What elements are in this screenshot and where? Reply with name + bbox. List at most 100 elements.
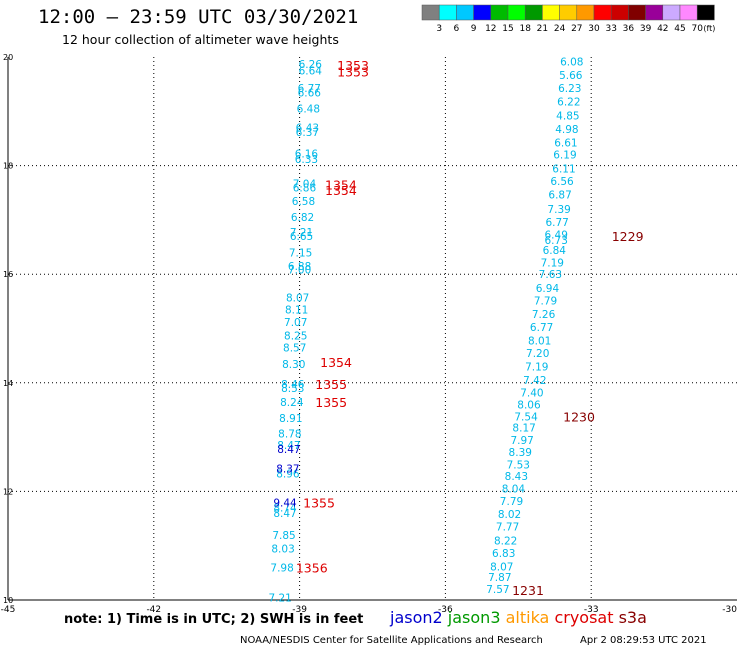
footer-note: note: 1) Time is in UTC; 2) SWH is in fe…: [64, 612, 364, 627]
mission-cryosat: cryosat: [554, 608, 614, 627]
data-point-label: 8.39: [509, 447, 532, 459]
data-point-label: 6.83: [492, 548, 515, 560]
colorbar-swatch: [576, 4, 595, 21]
pass-number-label: 1229: [612, 229, 644, 244]
annotations: 1353135313541354135413551355135513561229…: [296, 58, 644, 598]
data-point-label: 6.08: [560, 56, 583, 68]
data-point-label: 6.82: [291, 212, 314, 224]
y-tick-label: 18: [3, 162, 13, 171]
colorbar-swatch: [507, 4, 526, 21]
data-point-label: 4.85: [556, 111, 579, 123]
data-point-label: 6.86: [293, 182, 317, 194]
data-point-label: 8.06: [517, 400, 541, 412]
pass-number-label: 1354: [320, 355, 352, 370]
data-point-label: 8.47: [277, 444, 300, 456]
colorbar-label: 45: [674, 24, 685, 34]
axis-ticks: -45 -42 -39 -36 -33 -30 10 12 14 16 18 20: [1, 53, 738, 615]
data-point-label: 7.20: [526, 348, 549, 360]
data-point-label: 7.21: [290, 227, 313, 239]
colorbar-swatch: [628, 4, 646, 21]
mission-altika: altika: [505, 608, 550, 627]
data-points: 6.266.646.776.666.486.436.376.166.337.04…: [268, 56, 583, 604]
data-point-label: 6.16: [295, 149, 319, 161]
pass-number-label: 1353: [337, 65, 369, 80]
pass-number-label: 1354: [325, 178, 357, 193]
x-tick-label: -33: [584, 605, 599, 615]
data-point-label: 6.84: [543, 245, 567, 257]
data-point-label: 4.98: [555, 124, 578, 136]
data-point-label: 8.43: [505, 471, 528, 483]
data-point-label: 7.79: [500, 496, 523, 508]
colorbar-label: 3: [436, 24, 442, 34]
data-point-label: 7.85: [272, 530, 295, 542]
colorbar-label: 39: [640, 24, 652, 34]
data-point-label: 8.07: [286, 293, 309, 305]
data-point-label: 7.42: [523, 375, 546, 387]
data-point-label: 6.48: [297, 104, 320, 116]
data-point-label: 6.65: [290, 231, 313, 243]
y-tick-label: 16: [3, 270, 13, 279]
page-title: 12:00 – 23:59 UTC 03/30/2021: [38, 6, 359, 28]
data-point-label: 7.63: [539, 269, 562, 281]
data-point-label: 6.77: [530, 322, 553, 334]
colorbar-label: 36: [623, 24, 635, 34]
data-point-label: 7.19: [541, 257, 564, 269]
data-point-label: 7.19: [525, 362, 548, 374]
mission-legend: jason2 jason3 altika cryosat s3a: [390, 608, 647, 627]
footer-credit: NOAA/NESDIS Center for Satellite Applica…: [240, 635, 543, 646]
data-point-label: 8.02: [498, 509, 521, 521]
mission-s3a: s3a: [618, 608, 647, 627]
colorbar-label: 24: [554, 24, 566, 34]
x-tick-label: -45: [1, 605, 16, 615]
pass-number-label: 1355: [303, 495, 335, 510]
colorbar-swatch: [696, 4, 715, 21]
data-point-label: 6.26: [299, 59, 323, 71]
data-point-label: 8.47: [277, 440, 300, 452]
data-point-label: 6.77: [545, 217, 568, 229]
data-point-label: 6.66: [298, 87, 322, 99]
data-point-label: 6.37: [296, 127, 319, 139]
pass-number-label: 1354: [325, 183, 357, 198]
data-point-label: 6.33: [295, 154, 318, 166]
y-tick-label: 20: [3, 53, 13, 62]
mission-jason2: jason2: [390, 608, 443, 627]
footer-timestamp: Apr 2 08:29:53 UTC 2021: [580, 635, 707, 646]
colorbar-unit: (ft): [703, 24, 715, 33]
plot-frame: [7, 57, 737, 601]
colorbar-label: 21: [537, 24, 548, 34]
y-tick-label: 12: [3, 487, 13, 496]
data-point-label: 6.49: [545, 230, 568, 242]
data-point-label: 8.53: [281, 383, 304, 395]
data-point-label: 8.30: [282, 359, 305, 371]
pass-number-label: 1355: [315, 395, 347, 410]
data-point-label: 7.79: [534, 295, 557, 307]
colorbar-swatch: [662, 4, 681, 21]
data-point-label: 8.37: [276, 464, 299, 476]
data-point-label: 6.61: [554, 137, 577, 149]
colorbar-label: 18: [519, 24, 531, 34]
colorbar-swatch: [473, 4, 492, 21]
data-point-label: 6.94: [536, 283, 560, 295]
data-point-label: 8.25: [284, 331, 307, 343]
data-point-label: 7.21: [268, 592, 291, 604]
y-tick-label: 14: [3, 379, 13, 388]
colorbar-swatch: [542, 4, 560, 21]
pass-number-label: 1353: [337, 58, 369, 73]
data-point-label: 6.23: [558, 83, 581, 95]
data-point-label: 7.98: [270, 562, 293, 574]
mission-jason3: jason3: [447, 608, 501, 627]
data-point-label: 7.87: [488, 572, 511, 584]
colorbar-swatch: [421, 4, 440, 21]
data-point-label: 8.17: [512, 422, 535, 434]
data-point-label: 7.15: [289, 247, 312, 259]
colorbar-swatch: [456, 4, 474, 21]
data-point-label: 6.11: [552, 163, 575, 175]
colorbar-label: 12: [485, 24, 496, 34]
data-point-label: 6.73: [545, 235, 568, 247]
data-point-label: 8.78: [278, 428, 301, 440]
data-point-label: 8.07: [490, 561, 513, 573]
x-tick-label: -36: [438, 605, 453, 615]
data-point-label: 6.43: [296, 123, 319, 135]
data-point-label: 8.96: [276, 468, 300, 480]
